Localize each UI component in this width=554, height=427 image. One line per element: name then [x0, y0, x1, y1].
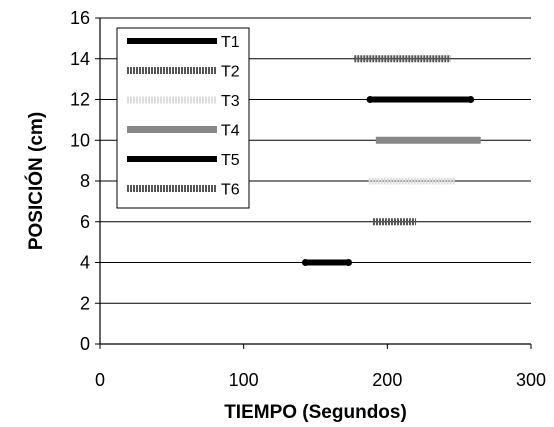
legend-label-t2: T2 — [221, 64, 240, 81]
legend-label-t5: T5 — [221, 152, 240, 169]
series-point-t5 — [366, 96, 374, 103]
y-tick-label: 6 — [80, 212, 90, 232]
x-tick-label: 100 — [229, 370, 259, 390]
axes — [95, 17, 532, 349]
legend-box — [116, 27, 250, 209]
legend: T1 T2 T3 T4 T5 T6 — [116, 27, 250, 209]
tick-labels: 0 2 4 6 8 10 12 14 16 0 100 200 300 — [70, 8, 546, 390]
y-tick-label: 8 — [80, 171, 90, 191]
series-point-t1 — [301, 259, 309, 266]
x-tick-label: 200 — [372, 370, 402, 390]
series-group — [301, 55, 481, 266]
y-axis-title: POSICIÓN (cm) — [25, 112, 47, 250]
legend-label-t4: T4 — [221, 123, 240, 140]
y-tick-label: 12 — [70, 90, 90, 110]
y-tick-label: 16 — [70, 8, 90, 28]
legend-label-t3: T3 — [221, 93, 240, 110]
legend-label-t1: T1 — [221, 34, 240, 51]
y-tick-label: 2 — [80, 293, 90, 313]
y-tick-label: 4 — [80, 253, 90, 273]
series-point-t1 — [345, 259, 353, 266]
x-tick-label: 0 — [95, 370, 105, 390]
y-tick-label: 14 — [70, 49, 90, 69]
series-point-t5 — [467, 96, 475, 103]
y-tick-label: 10 — [70, 130, 90, 150]
legend-label-t6: T6 — [221, 182, 240, 199]
y-tick-label: 0 — [80, 334, 90, 354]
x-axis-title: TIEMPO (Segundos) — [224, 402, 407, 423]
x-tick-label: 300 — [516, 370, 546, 390]
